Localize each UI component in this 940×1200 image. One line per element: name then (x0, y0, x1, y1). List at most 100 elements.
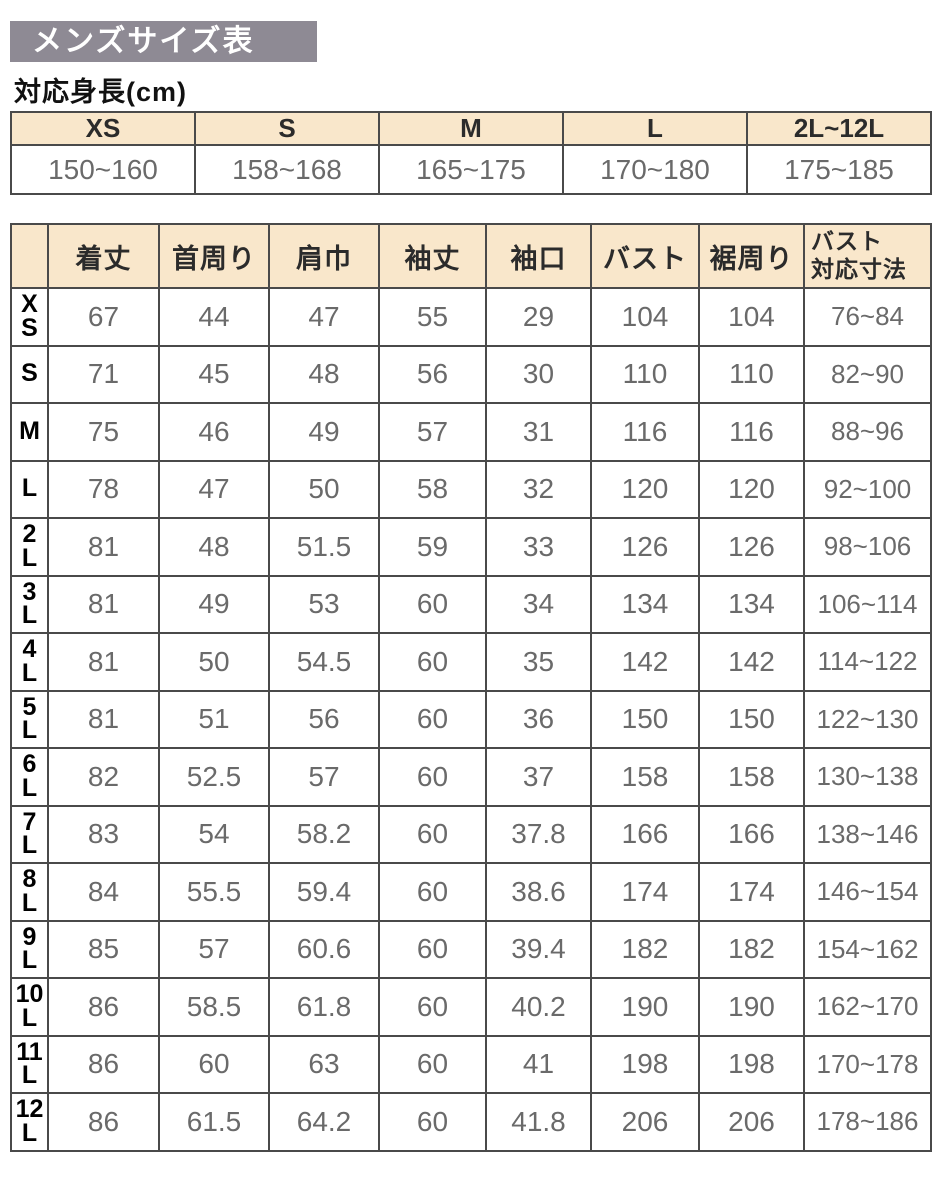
header-neck: 首周り (158, 223, 270, 289)
size-cell: 78 (47, 459, 160, 519)
size-cell: 60 (378, 689, 487, 749)
size-cell: 158 (698, 747, 805, 807)
size-cell: 75 (47, 402, 160, 462)
row-label-11L: 11 L (10, 1034, 49, 1094)
size-row-11L: 11 L 86 60 63 60 41 198 198 170~178 (10, 1034, 932, 1094)
size-cell: 44 (158, 287, 270, 347)
size-cell: 162~170 (803, 977, 932, 1037)
size-cell: 60 (378, 977, 487, 1037)
size-cell: 174 (698, 862, 805, 922)
size-cell: 130~138 (803, 747, 932, 807)
size-cell: 166 (698, 804, 805, 864)
row-label-2L: 2 L (10, 517, 49, 577)
size-cell: 52.5 (158, 747, 270, 807)
row-label-4L: 4 L (10, 632, 49, 692)
size-cell: 56 (378, 344, 487, 404)
size-cell: 58.5 (158, 977, 270, 1037)
row-label-12L: 12 L (10, 1092, 49, 1152)
size-cell: 81 (47, 517, 160, 577)
size-cell: 82~90 (803, 344, 932, 404)
size-cell: 45 (158, 344, 270, 404)
size-cell: 38.6 (485, 862, 592, 922)
size-row-3L: 3 L 81 49 53 60 34 134 134 106~114 (10, 574, 932, 634)
size-cell: 33 (485, 517, 592, 577)
size-table-header-row: 着丈 首周り 肩巾 袖丈 袖口 バスト 裾周り バスト 対応寸法 (10, 223, 932, 289)
size-cell: 47 (158, 459, 270, 519)
size-cell: 59.4 (268, 862, 380, 922)
size-cell: 60 (378, 919, 487, 979)
row-label-M: M (10, 402, 49, 462)
size-cell: 150 (698, 689, 805, 749)
size-cell: 116 (698, 402, 805, 462)
size-cell: 34 (485, 574, 592, 634)
size-cell: 170~178 (803, 1034, 932, 1094)
size-row-8L: 8 L 84 55.5 59.4 60 38.6 174 174 146~154 (10, 862, 932, 922)
size-cell: 46 (158, 402, 270, 462)
size-cell: 86 (47, 977, 160, 1037)
size-row-2L: 2 L 81 48 51.5 59 33 126 126 98~106 (10, 517, 932, 577)
size-cell: 146~154 (803, 862, 932, 922)
size-cell: 50 (158, 632, 270, 692)
size-row-6L: 6 L 82 52.5 57 60 37 158 158 130~138 (10, 747, 932, 807)
size-cell: 198 (590, 1034, 700, 1094)
size-cell: 58 (378, 459, 487, 519)
size-cell: 51.5 (268, 517, 380, 577)
row-label-3L: 3 L (10, 574, 49, 634)
header-sleeve-length: 袖丈 (378, 223, 487, 289)
size-row-9L: 9 L 85 57 60.6 60 39.4 182 182 154~162 (10, 919, 932, 979)
row-label-10L: 10 L (10, 977, 49, 1037)
size-cell: 71 (47, 344, 160, 404)
size-cell: 50 (268, 459, 380, 519)
size-cell: 120 (698, 459, 805, 519)
size-cell: 37.8 (485, 804, 592, 864)
row-label-7L: 7 L (10, 804, 49, 864)
size-cell: 114~122 (803, 632, 932, 692)
size-cell: 40.2 (485, 977, 592, 1037)
size-cell: 51 (158, 689, 270, 749)
size-cell: 138~146 (803, 804, 932, 864)
size-row-5L: 5 L 81 51 56 60 36 150 150 122~130 (10, 689, 932, 749)
height-header-s: S (194, 111, 380, 146)
size-cell: 60 (378, 632, 487, 692)
size-cell: 63 (268, 1034, 380, 1094)
size-row-12L: 12 L 86 61.5 64.2 60 41.8 206 206 178~186 (10, 1092, 932, 1152)
size-cell: 48 (158, 517, 270, 577)
height-value-m: 165~175 (378, 144, 564, 195)
size-row-4L: 4 L 81 50 54.5 60 35 142 142 114~122 (10, 632, 932, 692)
size-cell: 55.5 (158, 862, 270, 922)
size-cell: 64.2 (268, 1092, 380, 1152)
size-cell: 57 (268, 747, 380, 807)
size-cell: 54 (158, 804, 270, 864)
page-title: メンズサイズ表 (10, 21, 317, 62)
height-header-2l-12l: 2L~12L (746, 111, 932, 146)
height-header-l: L (562, 111, 748, 146)
size-cell: 81 (47, 574, 160, 634)
size-table: 着丈 首周り 肩巾 袖丈 袖口 バスト 裾周り バスト 対応寸法 X S 67 44… (10, 223, 932, 1152)
size-cell: 31 (485, 402, 592, 462)
size-cell: 142 (590, 632, 700, 692)
size-cell: 60 (378, 1092, 487, 1152)
size-cell: 85 (47, 919, 160, 979)
row-label-L: L (10, 459, 49, 519)
size-cell: 61.8 (268, 977, 380, 1037)
size-row-XS: X S 67 44 47 55 29 104 104 76~84 (10, 287, 932, 347)
size-cell: 60 (378, 747, 487, 807)
size-cell: 86 (47, 1034, 160, 1094)
size-cell: 57 (158, 919, 270, 979)
size-cell: 55 (378, 287, 487, 347)
size-cell: 174 (590, 862, 700, 922)
size-cell: 82 (47, 747, 160, 807)
header-bust-fit-range: バスト 対応寸法 (803, 223, 932, 289)
size-cell: 206 (590, 1092, 700, 1152)
size-cell: 61.5 (158, 1092, 270, 1152)
size-cell: 166 (590, 804, 700, 864)
size-cell: 29 (485, 287, 592, 347)
size-cell: 59 (378, 517, 487, 577)
size-cell: 92~100 (803, 459, 932, 519)
size-cell: 30 (485, 344, 592, 404)
size-cell: 182 (590, 919, 700, 979)
height-value-2l-12l: 175~185 (746, 144, 932, 195)
height-value-l: 170~180 (562, 144, 748, 195)
size-cell: 60 (378, 804, 487, 864)
size-cell: 88~96 (803, 402, 932, 462)
